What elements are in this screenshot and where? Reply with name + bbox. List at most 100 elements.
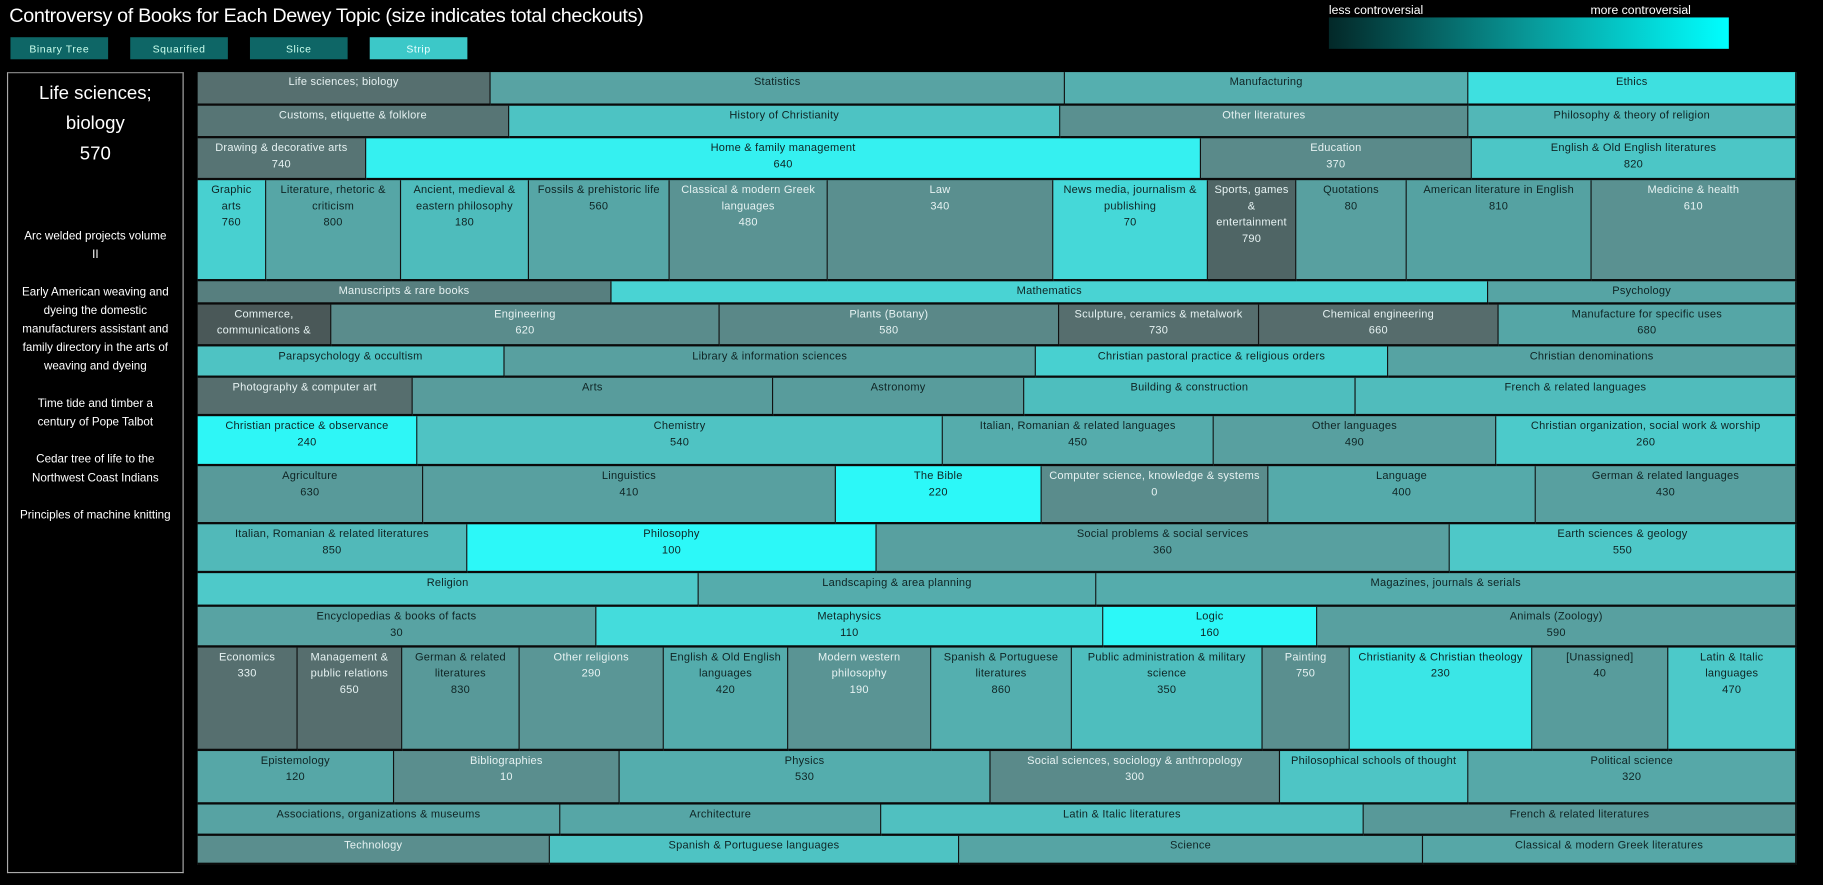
treemap-cell[interactable]: Magazines, journals & serials	[1096, 573, 1797, 607]
treemap-cell[interactable]: Law 340	[827, 180, 1054, 282]
treemap-cell[interactable]: Earth sciences & geology 550	[1449, 524, 1797, 574]
treemap-cell[interactable]: Commerce, communications &	[197, 304, 332, 347]
treemap-cell[interactable]: Religion	[197, 573, 699, 607]
treemap-cell[interactable]: Medicine & health 610	[1591, 180, 1797, 282]
treemap-cell[interactable]: Encyclopedias & books of facts 30	[197, 606, 597, 648]
treemap-cell[interactable]: Astronomy	[773, 377, 1025, 417]
treemap-cell[interactable]: Engineering 620	[331, 304, 720, 347]
treemap-cell[interactable]: Education 370	[1200, 138, 1472, 181]
treemap-cell[interactable]: Chemical engineering 660	[1259, 304, 1499, 347]
treemap-cell[interactable]: English & Old English literatures 820	[1471, 138, 1797, 181]
treemap-cell[interactable]: Home & family management 640	[366, 138, 1201, 181]
treemap-cell[interactable]: Associations, organizations & museums	[197, 804, 561, 836]
treemap-cell[interactable]: Drawing & decorative arts 740	[197, 138, 367, 181]
cell-label: Magazines, journals & serials	[1370, 576, 1521, 590]
treemap-cell[interactable]: Other literatures	[1060, 105, 1469, 139]
cell-label: Encyclopedias & books of facts	[316, 610, 477, 624]
treemap-cell[interactable]: Latin & Italic languages 470	[1668, 647, 1797, 752]
treemap-cell[interactable]: German & related literatures 830	[402, 647, 520, 752]
treemap-cell[interactable]: Life sciences; biology	[197, 72, 491, 106]
treemap-cell[interactable]: Ethics	[1468, 72, 1797, 106]
cell-label: Computer science, knowledge & systems	[1049, 469, 1260, 483]
treemap-cell[interactable]: Christian organization, social work & wo…	[1496, 416, 1797, 467]
treemap-cell[interactable]: Physics 530	[619, 751, 991, 805]
cell-label: Management & public relations	[310, 651, 389, 681]
binary-tree-button[interactable]: Binary Tree	[10, 37, 109, 60]
treemap-cell[interactable]: Photography & computer art	[197, 377, 413, 417]
treemap-cell[interactable]: Philosophy & theory of religion	[1468, 105, 1797, 139]
treemap-cell[interactable]: Other religions 290	[519, 647, 664, 752]
treemap-cell[interactable]: Statistics	[490, 72, 1065, 106]
treemap-cell[interactable]: Technology	[197, 835, 550, 865]
treemap-cell[interactable]: Parapsychology & occultism	[197, 346, 505, 378]
treemap-cell[interactable]: Psychology	[1488, 281, 1797, 305]
treemap-cell[interactable]: Architecture	[560, 804, 882, 836]
treemap-cell[interactable]: Economics 330	[197, 647, 298, 752]
treemap-cell[interactable]: Classical & modern Greek languages 480	[669, 180, 828, 282]
treemap-cell[interactable]: Plants (Botany) 580	[719, 304, 1060, 347]
treemap-cell[interactable]: Bibliographies 10	[394, 751, 620, 805]
treemap-cell[interactable]: Metaphysics 110	[596, 606, 1104, 648]
treemap-cell[interactable]: Social problems & social services 360	[876, 524, 1450, 574]
treemap-cell[interactable]: English & Old English languages 420	[663, 647, 789, 752]
treemap-cell[interactable]: Other languages 490	[1213, 416, 1497, 467]
treemap-cell[interactable]: The Bible 220	[835, 466, 1042, 525]
treemap-cell[interactable]: Social sciences, sociology & anthropolog…	[990, 751, 1281, 805]
treemap-cell[interactable]: Arts	[412, 377, 774, 417]
treemap-cell[interactable]: Spanish & Portuguese literatures 860	[931, 647, 1072, 752]
treemap-cell[interactable]: Computer science, knowledge & systems 0	[1041, 466, 1269, 525]
treemap-cell[interactable]: Italian, Romanian & related literatures 8…	[197, 524, 468, 574]
treemap-cell[interactable]: Spanish & Portuguese languages	[549, 835, 960, 865]
treemap-cell[interactable]: Philosophical schools of thought	[1280, 751, 1469, 805]
treemap-cell[interactable]: French & related literatures	[1363, 804, 1797, 836]
treemap-cell[interactable]: Manufacturing	[1064, 72, 1469, 106]
treemap-cell[interactable]: Landscaping & area planning	[698, 573, 1097, 607]
cell-number: 230	[1430, 667, 1451, 681]
treemap-cell[interactable]: American literature in English 810	[1406, 180, 1592, 282]
treemap-cell[interactable]: Ancient, medieval & eastern philosophy 18…	[401, 180, 529, 282]
treemap-cell[interactable]: Philosophy 100	[467, 524, 877, 574]
treemap-cell[interactable]: Animals (Zoology) 590	[1317, 606, 1797, 648]
treemap-cell[interactable]: Manuscripts & rare books	[197, 281, 612, 305]
treemap-cell[interactable]: Customs, etiquette & folklore	[197, 105, 510, 139]
treemap-cell[interactable]: History of Christianity	[509, 105, 1061, 139]
treemap-cell[interactable]: Linguistics 410	[423, 466, 836, 525]
treemap-cell[interactable]: Sculpture, ceramics & metalwork 730	[1059, 304, 1260, 347]
treemap-cell[interactable]: Christian denominations	[1388, 346, 1797, 378]
treemap-cell[interactable]: French & related languages	[1355, 377, 1797, 417]
treemap-cell[interactable]: Agriculture 630	[197, 466, 424, 525]
treemap-cell[interactable]: Logic 160	[1103, 606, 1318, 648]
treemap-cell[interactable]: News media, journalism & publishing 70	[1053, 180, 1208, 282]
squarified-button[interactable]: Squarified	[130, 37, 228, 60]
treemap-cell[interactable]: Christian pastoral practice & religious …	[1035, 346, 1389, 378]
treemap-cell[interactable]: Italian, Romanian & related languages 450	[942, 416, 1214, 467]
slice-button[interactable]: Slice	[249, 37, 348, 60]
treemap-cell[interactable]: Building & construction	[1024, 377, 1356, 417]
treemap-cell[interactable]: Mathematics	[611, 281, 1489, 305]
strip-button[interactable]: Strip	[369, 37, 468, 60]
treemap-cell[interactable]: German & related languages 430	[1535, 466, 1797, 525]
cell-label: Latin & Italic languages	[1700, 651, 1764, 681]
treemap-cell[interactable]: Christianity & Christian theology 230	[1349, 647, 1533, 752]
cell-number: 820	[1623, 158, 1644, 171]
treemap-cell[interactable]: Graphic arts 760	[197, 180, 267, 282]
treemap-cell[interactable]: Quotations 80	[1296, 180, 1407, 282]
treemap-cell[interactable]: Latin & Italic literatures	[881, 804, 1364, 836]
treemap-cell[interactable]: Manufacture for specific uses 680	[1498, 304, 1797, 347]
treemap-cell[interactable]: Modern western philosophy 190	[788, 647, 932, 752]
treemap-cell[interactable]: Chemistry 540	[417, 416, 943, 467]
treemap-cell[interactable]: Language 400	[1268, 466, 1536, 525]
treemap-cell[interactable]: Epistemology 120	[197, 751, 395, 805]
treemap-cell[interactable]: Science	[959, 835, 1424, 865]
treemap-cell[interactable]: Management & public relations 650	[297, 647, 403, 752]
treemap-cell[interactable]: Sports, games & entertainment 790	[1207, 180, 1297, 282]
treemap-cell[interactable]: Political science 320	[1468, 751, 1797, 805]
treemap-cell[interactable]: Painting 750	[1262, 647, 1350, 752]
treemap-cell[interactable]: Fossils & prehistoric life 560	[528, 180, 670, 282]
treemap-cell[interactable]: Public administration & military science…	[1071, 647, 1263, 752]
treemap-cell[interactable]: [Unassigned] 40	[1532, 647, 1669, 752]
treemap-cell[interactable]: Christian practice & observance 240	[197, 416, 418, 467]
treemap-cell[interactable]: Classical & modern Greek literatures	[1423, 835, 1797, 865]
treemap-cell[interactable]: Literature, rhetoric & criticism 800	[266, 180, 402, 282]
treemap-cell[interactable]: Library & information sciences	[504, 346, 1036, 378]
